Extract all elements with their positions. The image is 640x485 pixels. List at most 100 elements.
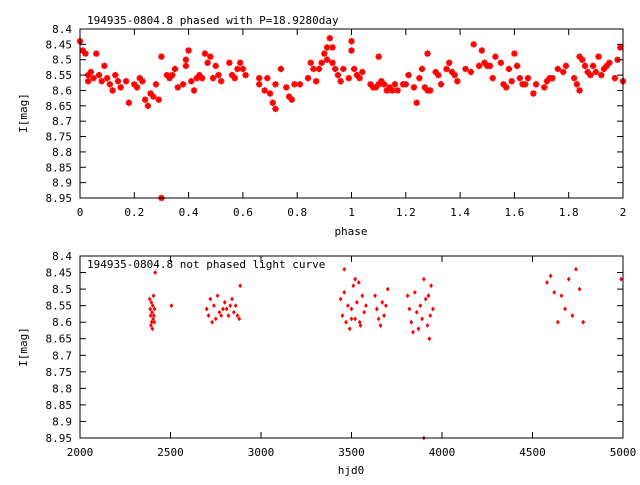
phased-data-point xyxy=(486,62,494,70)
phased-data-point xyxy=(155,96,162,103)
phased-data-point xyxy=(329,44,336,51)
phased-data-point xyxy=(114,78,122,85)
unphased-y-tick-label: 8.75 xyxy=(46,366,73,379)
phased-data-point xyxy=(144,102,152,110)
unphased-data-point xyxy=(374,306,379,312)
phased-data-point xyxy=(576,87,583,94)
phased-data-point xyxy=(255,81,263,88)
unphased-data-point xyxy=(353,276,358,282)
phased-data-point xyxy=(435,71,442,79)
phased-data-point xyxy=(93,50,100,57)
phased-x-tick-label: 1 xyxy=(348,206,355,219)
unphased-data-point xyxy=(150,309,154,315)
phased-data-point xyxy=(207,53,214,60)
phased-data-point xyxy=(418,65,426,73)
phased-data-point xyxy=(87,68,95,76)
unphased-y-tick-label: 8.8 xyxy=(52,382,72,395)
phased-data-point xyxy=(554,65,562,73)
phased-data-point xyxy=(179,81,187,88)
phased-y-tick-label: 8.65 xyxy=(46,100,73,113)
phased-data-point xyxy=(122,78,130,85)
unphased-data-point xyxy=(545,280,549,285)
phased-data-point xyxy=(345,74,352,82)
unphased-data-point xyxy=(344,319,348,325)
phased-data-point xyxy=(492,53,499,60)
unphased-data-point xyxy=(342,266,347,272)
unphased-data-point xyxy=(414,309,419,315)
phased-data-point xyxy=(503,84,510,91)
unphased-data-point xyxy=(581,319,586,325)
phased-chart-title: 194935-0804.8 phased with P=18.9280day xyxy=(87,14,339,27)
phased-data-point xyxy=(158,53,165,60)
phased-data-point xyxy=(296,81,304,88)
phased-data-point xyxy=(212,62,219,70)
phased-y-tick-label: 8.95 xyxy=(46,192,73,205)
phased-x-tick-label: 1.4 xyxy=(450,206,470,219)
phased-data-point xyxy=(255,74,263,82)
phased-data-point xyxy=(611,74,619,82)
phased-data-point xyxy=(95,71,103,79)
phased-data-point xyxy=(106,81,114,88)
unphased-data-points xyxy=(147,266,624,441)
phased-data-point xyxy=(321,50,328,57)
unphased-data-point xyxy=(418,303,423,309)
phased-data-point xyxy=(505,65,513,73)
phased-data-point xyxy=(242,71,249,79)
phased-data-point xyxy=(416,74,423,82)
phased-data-point xyxy=(332,65,339,73)
unphased-y-tick-label: 8.45 xyxy=(46,267,73,280)
phased-data-point xyxy=(508,78,515,85)
phased-data-point xyxy=(410,84,418,91)
phased-y-tick-label: 8.75 xyxy=(46,131,73,144)
phased-x-tick-label: 2 xyxy=(620,206,627,219)
unphased-y-tick-label: 8.4 xyxy=(52,250,72,263)
unphased-y-axis-label: I[mag] xyxy=(17,327,30,367)
phased-data-point xyxy=(337,78,344,85)
unphased-y-tick-label: 8.85 xyxy=(46,399,73,412)
unphased-data-point xyxy=(226,313,231,318)
unphased-data-point xyxy=(219,313,224,318)
phased-data-point xyxy=(239,65,247,73)
unphased-y-tick-label: 8.65 xyxy=(46,333,73,346)
phased-data-point xyxy=(437,81,445,88)
phased-data-point xyxy=(188,78,195,85)
phased-data-point xyxy=(587,71,594,79)
unphased-data-point xyxy=(152,306,157,312)
phased-data-point xyxy=(532,81,540,88)
unphased-data-point xyxy=(570,313,575,318)
phased-data-point xyxy=(231,74,238,82)
phased-data-point xyxy=(174,84,181,91)
phased-data-point xyxy=(562,62,570,70)
phased-data-point xyxy=(261,87,268,94)
phased-data-point xyxy=(541,84,548,91)
phased-data-point xyxy=(595,53,602,60)
unphased-y-tick-label: 8.6 xyxy=(52,316,72,329)
unphased-data-point xyxy=(148,306,153,312)
unphased-data-point xyxy=(411,329,415,335)
unphased-axis-ticks: 8.4 8.45 8.5 8.55 8.6 8.65 8.7 8.75 8.8 8.85 8.9 8.… xyxy=(46,250,637,459)
unphased-data-point xyxy=(378,323,383,328)
phased-data-point xyxy=(234,65,241,73)
unphased-data-point xyxy=(215,293,220,299)
phased-data-point xyxy=(109,87,116,94)
phased-data-point xyxy=(402,81,409,88)
unphased-data-point xyxy=(149,299,154,305)
phased-x-axis-label: phase xyxy=(334,225,367,238)
phased-data-point xyxy=(351,65,358,73)
phased-y-tick-label: 8.8 xyxy=(52,146,72,159)
phased-data-point xyxy=(169,71,176,79)
phased-data-point xyxy=(125,99,133,106)
phased-data-point xyxy=(405,71,412,79)
unphased-data-point xyxy=(151,293,156,299)
unphased-data-point xyxy=(619,276,624,282)
unphased-y-tick-label: 8.7 xyxy=(52,349,72,362)
phased-x-tick-label: 1.8 xyxy=(559,206,579,219)
phased-data-point xyxy=(375,53,382,60)
phased-data-point xyxy=(226,59,233,66)
phased-data-point xyxy=(98,78,105,85)
unphased-data-point xyxy=(548,273,553,279)
unphased-data-point xyxy=(148,313,153,318)
unphased-data-point xyxy=(555,319,560,325)
unphased-data-point xyxy=(151,313,156,318)
